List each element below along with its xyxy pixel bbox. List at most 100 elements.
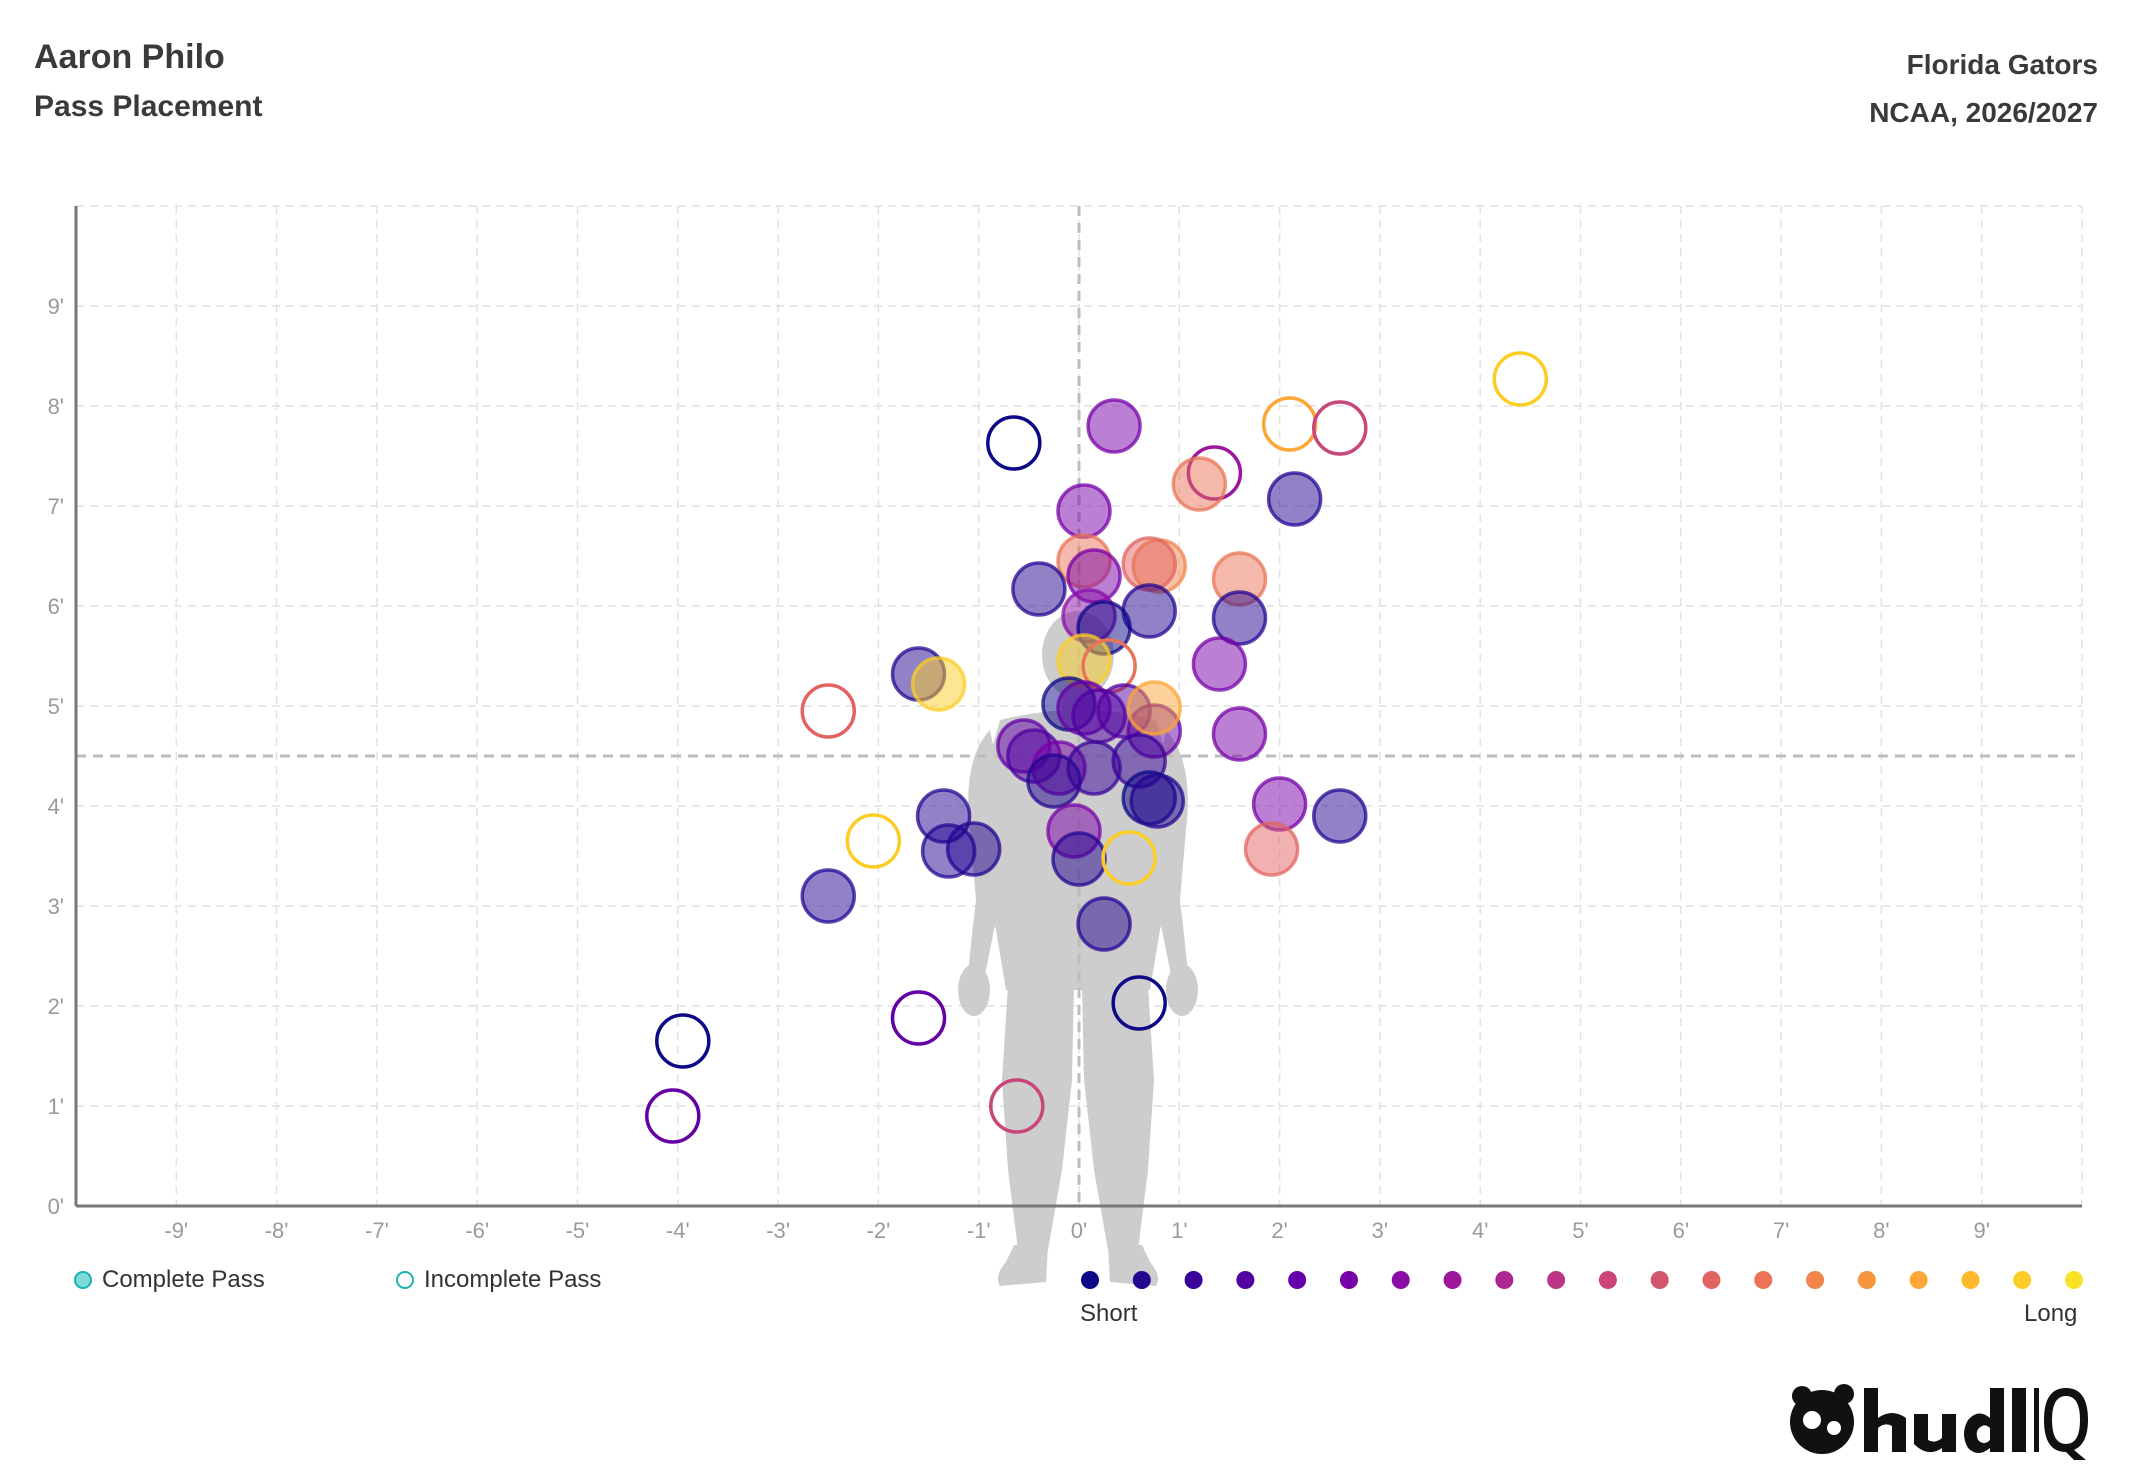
scale-swatch [1857,1271,1876,1289]
x-tick-label: -7' [365,1218,389,1243]
y-tick-label: 0' [48,1194,64,1219]
x-tick-label: 1' [1171,1218,1187,1243]
complete-pass-point [800,868,856,924]
complete-pass-point [1211,590,1268,646]
incomplete-pass-point [645,1088,701,1144]
complete-pass-point [1171,456,1228,512]
complete-pass-point [1056,483,1112,539]
scale-swatch [1391,1271,1410,1289]
complete-pass-point [1121,536,1177,592]
y-tick-label: 4' [48,794,64,819]
x-tick-label: -9' [164,1218,188,1243]
incomplete-pass-point [989,1078,1045,1134]
scale-swatch [1806,1271,1825,1289]
incomplete-pass-point [1261,396,1318,452]
player-name: Aaron Philo [34,38,225,76]
distance-color-scale [1081,1271,2083,1289]
scale-swatch [1236,1271,1255,1289]
incomplete-pass-point [1111,975,1167,1031]
incomplete-pass-point [800,683,856,739]
scale-swatch [1961,1271,1980,1289]
y-tick-label: 9' [48,294,64,319]
complete-pass-point [1066,740,1122,796]
scale-long-label: Long [2024,1300,2078,1327]
scale-swatch [1132,1271,1151,1289]
complete-pass-point [1129,773,1185,829]
incomplete-pass-point [1101,830,1157,886]
complete-pass-point [1051,831,1107,887]
y-tick-label: 1' [48,1094,64,1119]
complete-pass-point [1243,821,1300,877]
x-tick-label: 6' [1673,1218,1689,1243]
complete-pass-point [1086,398,1142,454]
incomplete-pass-point [845,813,902,869]
x-axis-ticks: -9' -8' -7' -6' -5' -4' -3' -2' -1' 0' 1' 2' 3' 4' 5' 6… [164,1218,1990,1243]
x-tick-label: 0' [1071,1218,1087,1243]
scale-swatch [1184,1271,1203,1289]
legend-complete-pass: Complete Pass [74,1266,265,1294]
y-tick-label: 5' [48,694,64,719]
x-tick-label: 7' [1773,1218,1789,1243]
incomplete-pass-swatch-icon [396,1271,414,1289]
complete-pass-point [1266,471,1323,527]
x-tick-label: 2' [1271,1218,1287,1243]
x-tick-label: -2' [867,1218,891,1243]
complete-pass-point [1076,896,1132,952]
complete-pass-point [1211,706,1268,762]
incomplete-pass-point [890,990,947,1046]
y-tick-label: 3' [48,894,64,919]
header-left: Aaron Philo Pass Placement [34,36,262,128]
grid-lines [76,205,2083,1206]
scale-swatch [1598,1271,1617,1289]
x-tick-label: 5' [1572,1218,1588,1243]
x-tick-label: -8' [265,1218,289,1243]
complete-pass-point [1011,561,1067,617]
x-tick-label: 3' [1372,1218,1388,1243]
complete-pass-point [1191,636,1248,692]
complete-pass-point [1312,788,1368,844]
scale-swatch [1547,1271,1566,1289]
x-tick-label: -4' [666,1218,690,1243]
y-tick-label: 6' [48,594,64,619]
pass-points [645,351,1549,1144]
incomplete-pass-point [1492,351,1549,407]
team-name: Florida Gators [1906,49,2098,80]
scale-swatch [1081,1271,1099,1289]
y-tick-label: 7' [48,494,64,519]
scale-short-label: Short [1080,1300,1138,1327]
hudl-iq-logo [1790,1384,2088,1460]
chart-subtitle: Pass Placement [34,90,263,123]
x-tick-label: -3' [766,1218,790,1243]
y-tick-label: 2' [48,994,64,1019]
x-tick-label: 8' [1873,1218,1889,1243]
x-tick-label: -1' [967,1218,991,1243]
scale-swatch [1702,1271,1721,1289]
complete-pass-point [945,821,1002,877]
incomplete-pass-point [1312,400,1368,456]
x-tick-label: 9' [1973,1218,1989,1243]
scale-swatch [1754,1271,1773,1289]
incomplete-pass-point [655,1013,711,1069]
scale-swatch [1443,1271,1462,1289]
complete-pass-point [1251,776,1308,832]
scale-swatch [1650,1271,1669,1289]
y-axis-ticks: 0' 1' 2' 3' 4' 5' 6' 7' 8' 9' [48,294,64,1219]
legend-incomplete-label: Incomplete Pass [424,1266,602,1293]
legend-complete-label: Complete Pass [102,1266,265,1293]
x-tick-label: 4' [1472,1218,1488,1243]
scale-swatch [2065,1271,2083,1289]
scale-swatch [1288,1271,1307,1289]
complete-pass-point [910,656,967,712]
incomplete-pass-point [986,415,1042,471]
header-right: Florida Gators NCAA, 2026/2027 [1869,46,2098,132]
x-tick-label: -5' [566,1218,590,1243]
complete-pass-swatch-icon [74,1271,92,1289]
x-tick-label: -6' [465,1218,489,1243]
scale-swatch [1339,1271,1358,1289]
scale-swatch [1495,1271,1514,1289]
season-label: NCAA, 2026/2027 [1869,97,2098,128]
legend-incomplete-pass: Incomplete Pass [396,1266,601,1294]
chart-axes [74,206,2082,1208]
scale-swatch [1909,1271,1928,1289]
